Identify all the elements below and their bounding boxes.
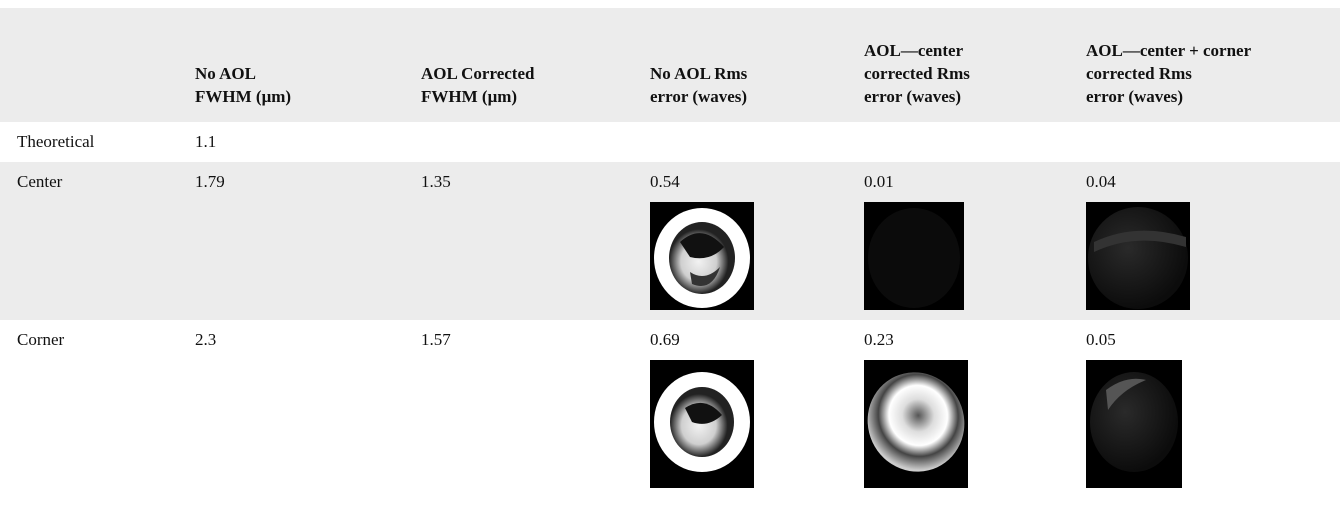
interferogram: [1086, 360, 1182, 488]
header-text: corrected Rms: [864, 62, 1086, 85]
cell: 0.69: [650, 320, 864, 502]
cell: 2.3: [195, 320, 421, 502]
interferogram: [650, 360, 754, 488]
cell-text: 0.05: [1086, 330, 1116, 349]
cell-text: 0.69: [650, 330, 680, 349]
header-text: AOL—center: [864, 39, 1086, 62]
cell-text: 0.54: [650, 172, 680, 191]
interferogram: [864, 360, 968, 488]
cell: [1086, 122, 1340, 162]
table-row: Center 1.79 1.35 0.54 0.01 0.04: [0, 162, 1340, 320]
row-label: Theoretical: [0, 122, 195, 162]
table-row: Corner 2.3 1.57 0.69 0.23 0.05: [0, 320, 1340, 502]
header-text: error (waves): [1086, 85, 1340, 108]
interferogram: [650, 202, 754, 310]
header-text: No AOL Rms: [650, 62, 864, 85]
header-text: FWHM (μm): [421, 85, 650, 108]
cell-text: 0.01: [864, 172, 894, 191]
cell: 0.01: [864, 162, 1086, 320]
header-text: error (waves): [864, 85, 1086, 108]
cell: 0.05: [1086, 320, 1340, 502]
row-label: Corner: [0, 320, 195, 502]
interferogram: [1086, 202, 1190, 310]
cell: 0.04: [1086, 162, 1340, 320]
cell: [421, 122, 650, 162]
table-row: Theoretical 1.1: [0, 122, 1340, 162]
cell-text: 0.04: [1086, 172, 1116, 191]
interferogram: [864, 202, 964, 310]
header-text: corrected Rms: [1086, 62, 1340, 85]
header-text: FWHM (μm): [195, 85, 421, 108]
cell: 0.23: [864, 320, 1086, 502]
header-cell: [0, 8, 195, 122]
header-text: error (waves): [650, 85, 864, 108]
cell: 1.1: [195, 122, 421, 162]
cell: 1.79: [195, 162, 421, 320]
row-label: Center: [0, 162, 195, 320]
cell-text: 0.23: [864, 330, 894, 349]
cell: 0.54: [650, 162, 864, 320]
header-text: AOL Corrected: [421, 62, 650, 85]
cell: 1.35: [421, 162, 650, 320]
cell: [650, 122, 864, 162]
cell: [864, 122, 1086, 162]
header-text: No AOL: [195, 62, 421, 85]
page: {"table": { "columns": [ ["No AOL", "FWH…: [0, 8, 1340, 510]
header-text: AOL—center + corner: [1086, 39, 1340, 62]
cell: 1.57: [421, 320, 650, 502]
